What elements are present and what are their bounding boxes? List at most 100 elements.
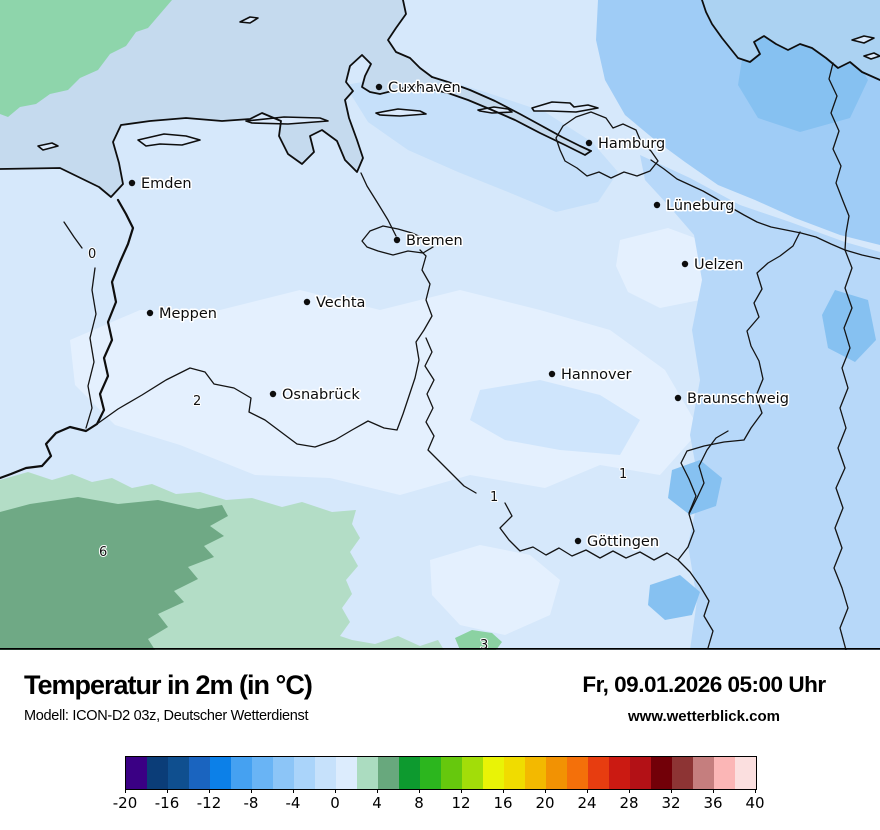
colorbar-tick-label: 8 — [414, 794, 424, 812]
city-dot — [393, 236, 401, 244]
colorbar-tick — [544, 789, 546, 793]
colorbar-tick — [460, 789, 462, 793]
colorbar-tick — [292, 789, 294, 793]
border-sh-mv — [828, 62, 850, 251]
colorbar-segment — [273, 757, 294, 789]
city-dot — [128, 179, 136, 187]
city-dot — [681, 260, 689, 268]
coastline — [0, 0, 880, 198]
colorbar-segment — [378, 757, 399, 789]
city-label: Uelzen — [694, 257, 743, 273]
colorbar-segment — [441, 757, 462, 789]
colorbar-tick-label: 28 — [619, 794, 639, 812]
colorbar-tick-label: 4 — [372, 794, 382, 812]
page-title: Temperatur in 2m (in °C) — [24, 670, 313, 700]
city-dot — [585, 139, 593, 147]
colorbar-tick-label: 40 — [745, 794, 765, 812]
contour-label: 2 — [193, 394, 201, 409]
colorbar-tick — [376, 789, 378, 793]
colorbar-tick — [502, 789, 504, 793]
border-netherlands — [0, 198, 135, 480]
colorbar-tick-label: 36 — [703, 794, 723, 812]
colorbar-tick — [754, 789, 756, 793]
colorbar-segment — [189, 757, 210, 789]
colorbar-segment — [714, 757, 735, 789]
city-marker: Hamburg — [585, 135, 667, 154]
colorbar-segment — [231, 757, 252, 789]
city-dot — [548, 370, 556, 378]
colorbar-segment — [567, 757, 588, 789]
colorbar-segment — [147, 757, 168, 789]
colorbar-segment — [609, 757, 630, 789]
contour-label: 6 — [99, 545, 107, 560]
colorbar-segment — [672, 757, 693, 789]
city-label: Göttingen — [587, 534, 659, 550]
city-dot — [674, 394, 682, 402]
contour-label: 3 — [480, 638, 488, 650]
colorbar-tick — [250, 789, 252, 793]
contour-label: 0 — [88, 247, 96, 262]
colorbar-tick-label: -4 — [285, 794, 301, 812]
colorbar-segment — [525, 757, 546, 789]
border-bremen — [361, 225, 434, 256]
city-dot — [574, 537, 582, 545]
colorbar-segment — [504, 757, 525, 789]
colorbar-tick — [166, 789, 168, 793]
colorbar-tick — [712, 789, 714, 793]
colorbar-segment — [315, 757, 336, 789]
city-dot — [653, 201, 661, 209]
colorbar-tick-label: 24 — [577, 794, 597, 812]
city-marker: Vechta — [303, 294, 367, 313]
contour-labels: 0 2 1 1 6 3 — [87, 246, 628, 654]
border-south — [424, 337, 714, 649]
contour-line-0 — [63, 221, 97, 429]
city-dot — [146, 309, 154, 317]
city-dot — [303, 298, 311, 306]
border-east-2 — [833, 249, 853, 651]
contour-label: 1 — [490, 490, 498, 505]
map-footer: Temperatur in 2m (in °C) Modell: ICON-D2… — [0, 650, 880, 830]
colorbar-tick-label: -8 — [243, 794, 259, 812]
map-frame-line — [0, 648, 880, 650]
colorbar-tick — [208, 789, 210, 793]
colorbar-tick — [670, 789, 672, 793]
colorbar-tick-label: -16 — [154, 794, 180, 812]
colorbar-segment — [483, 757, 504, 789]
wadden-islands — [37, 16, 880, 151]
city-marker: Bremen — [393, 232, 464, 251]
city-marker: Meppen — [146, 305, 218, 324]
colorbar-tick-label: -12 — [196, 794, 222, 812]
colorbar-segment — [210, 757, 231, 789]
colorbar-segment — [420, 757, 441, 789]
model-info: Modell: ICON-D2 03z, Deutscher Wetterdie… — [24, 708, 309, 724]
colorbar-segment — [168, 757, 189, 789]
colorbar-tick-label: 12 — [451, 794, 471, 812]
temperature-map: 0 2 1 1 6 3 Cuxhaven Hamburg Emden Lüneburg Uelze… — [0, 0, 880, 654]
city-label: Hamburg — [598, 136, 665, 152]
temperature-colorbar — [125, 756, 757, 790]
state-borders — [0, 62, 880, 651]
city-marker: Braunschweig — [674, 390, 790, 409]
website-label: www.wetterblick.com — [628, 708, 780, 725]
border-hamburg — [555, 111, 659, 179]
colorbar-tick — [124, 789, 126, 793]
city-marker: Cuxhaven — [375, 79, 462, 98]
colorbar-segment — [462, 757, 483, 789]
colorbar-segment — [735, 757, 756, 789]
city-label: Hannover — [561, 367, 632, 383]
city-label: Lüneburg — [666, 198, 734, 214]
colorbar-tick-label: 20 — [535, 794, 555, 812]
colorbar-tick — [586, 789, 588, 793]
colorbar-segment — [693, 757, 714, 789]
city-label: Vechta — [316, 295, 365, 311]
city-marker: Hannover — [548, 366, 633, 385]
city-label: Braunschweig — [687, 391, 789, 407]
colorbar-segment — [399, 757, 420, 789]
city-label: Osnabrück — [282, 387, 360, 403]
date-block: Fr, 09.01.2026 05:00 Uhr www.wetterblick… — [554, 672, 854, 725]
river-weser — [360, 172, 397, 237]
colorbar-segment — [651, 757, 672, 789]
city-marker: Uelzen — [681, 256, 745, 275]
valid-datetime: Fr, 09.01.2026 05:00 Uhr — [582, 672, 826, 697]
